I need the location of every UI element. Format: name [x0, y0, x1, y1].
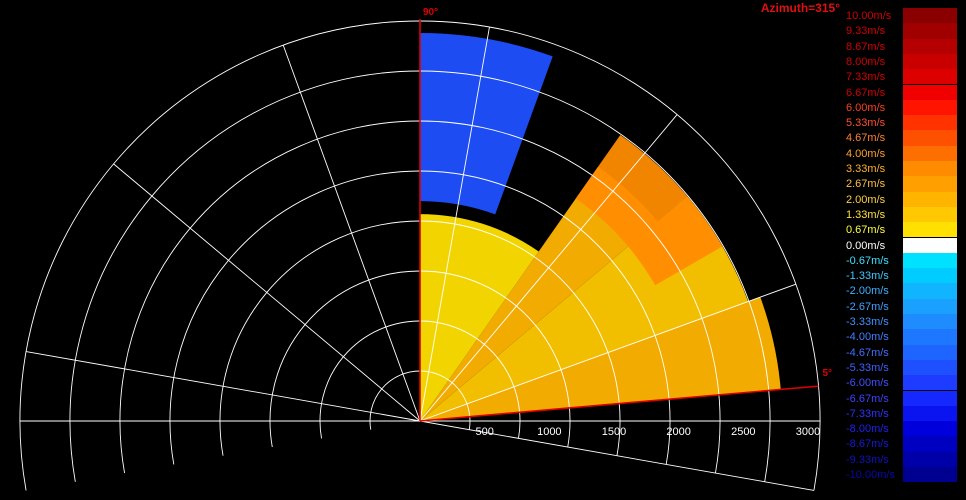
colorbar-label: -2.67m/s: [846, 300, 889, 313]
range-tick-label: 1000: [537, 426, 561, 438]
azimuth-spoke: [419, 26, 490, 422]
colorbar-label: -3.33m/s: [846, 316, 889, 328]
elevation-start-label: 90°: [423, 7, 438, 18]
chart-title: Azimuth=315°: [760, 1, 840, 15]
colorbar-label: 1.33m/s: [846, 208, 886, 221]
colorbar-swatch: [903, 421, 957, 437]
colorbar-swatch: [903, 359, 957, 376]
colorbar-label: -7.33m/s: [846, 407, 889, 420]
colorbar-swatch: [903, 237, 957, 253]
colorbar-swatch: [903, 467, 957, 483]
azimuth-spoke: [282, 44, 421, 422]
colorbar-swatch: [903, 161, 957, 177]
colorbar-swatch: [903, 115, 957, 131]
azimuth-spoke: [25, 351, 421, 422]
colorbar-label: 3.33m/s: [846, 163, 886, 175]
colorbar-swatch: [903, 344, 957, 360]
azimuth-spoke: [113, 163, 421, 422]
colorbar-label: -6.67m/s: [846, 392, 889, 405]
colorbar-label: 8.00m/s: [846, 55, 886, 68]
velocity-field: [420, 33, 781, 421]
colorbar-label: 9.33m/s: [846, 25, 886, 38]
colorbar-swatch: [903, 283, 957, 299]
azimuth-spoke: [419, 283, 797, 422]
colorbar-label: 2.00m/s: [846, 193, 886, 206]
colorbar-swatch: [903, 176, 957, 192]
colorbar-label: -4.67m/s: [846, 346, 889, 359]
colorbar-label: 7.33m/s: [846, 71, 886, 84]
colorbar-swatch: [903, 38, 957, 54]
colorbar-swatch: [903, 191, 957, 207]
range-tick-label: 500: [475, 426, 493, 438]
colorbar-swatch: [903, 53, 957, 70]
colorbar-label: 6.67m/s: [846, 86, 886, 99]
colorbar-label: -8.00m/s: [846, 423, 889, 436]
colorbar-label: 8.67m/s: [846, 40, 886, 53]
colorbar-swatch: [903, 329, 957, 345]
range-tick-label: 1500: [602, 426, 626, 438]
colorbar-label: 2.67m/s: [846, 178, 886, 191]
colorbar-label: -4.00m/s: [846, 331, 889, 344]
colorbar-label: -6.00m/s: [846, 377, 889, 390]
colorbar-swatch: [903, 8, 957, 24]
colorbar-label: -5.33m/s: [846, 361, 889, 374]
range-tick-labels: 500 1000 1500 2000 2500 3000: [475, 426, 820, 438]
azimuth-spoke: [419, 420, 815, 491]
colorbar-swatch: [903, 145, 957, 161]
colorbar-swatch: [903, 451, 957, 467]
colorbar-label: 4.67m/s: [846, 132, 886, 145]
colorbar-swatch: [903, 206, 957, 223]
velocity-region: [575, 134, 723, 286]
colorbar-label: -8.67m/s: [846, 438, 889, 451]
colorbar-swatch: [903, 390, 957, 406]
colorbar-swatch: [903, 99, 957, 116]
colorbar-label: -1.33m/s: [846, 270, 889, 283]
range-tick-label: 2000: [666, 426, 690, 438]
elevation-end-label: 5°: [822, 368, 832, 379]
colorbar-label: 10.00m/s: [846, 10, 892, 22]
colorbar-label: 0.67m/s: [846, 224, 886, 237]
colorbar-swatch: [903, 222, 957, 238]
colorbar-label: 5.33m/s: [846, 117, 886, 130]
colorbar-swatch: [903, 84, 957, 100]
colorbar-swatch: [903, 69, 957, 85]
colorbar-swatch: [903, 298, 957, 314]
colorbar-label: -10.00m/s: [846, 469, 895, 481]
velocity-region: [420, 214, 539, 421]
sector-edge-5: [419, 385, 819, 422]
colorbar-swatch: [903, 405, 957, 422]
velocity-region: [420, 297, 781, 421]
colorbar-label: -0.67m/s: [846, 254, 889, 267]
velocity-region: [420, 166, 658, 421]
colorbar-label: -2.00m/s: [846, 285, 889, 298]
colorbar-swatch: [903, 130, 957, 146]
colorbar-swatch: [903, 436, 957, 452]
colorbar-swatch: [903, 23, 957, 39]
range-tick-label: 2500: [731, 426, 755, 438]
colorbar-label: 4.00m/s: [846, 147, 886, 160]
colorbar-swatch: [903, 375, 957, 391]
colorbar-swatch: [903, 268, 957, 284]
velocity-region: [420, 33, 553, 215]
colorbar-label: -9.33m/s: [846, 453, 889, 466]
colorbar-label: 6.00m/s: [846, 101, 886, 114]
colorbar-swatch: [903, 314, 957, 330]
azimuth-spoke: [419, 114, 678, 422]
colorbar-swatch: [903, 252, 957, 269]
range-tick-label: 3000: [796, 426, 820, 438]
sector-edges: 90° 5°: [419, 7, 832, 422]
colorbar-label: 0.00m/s: [846, 239, 886, 252]
